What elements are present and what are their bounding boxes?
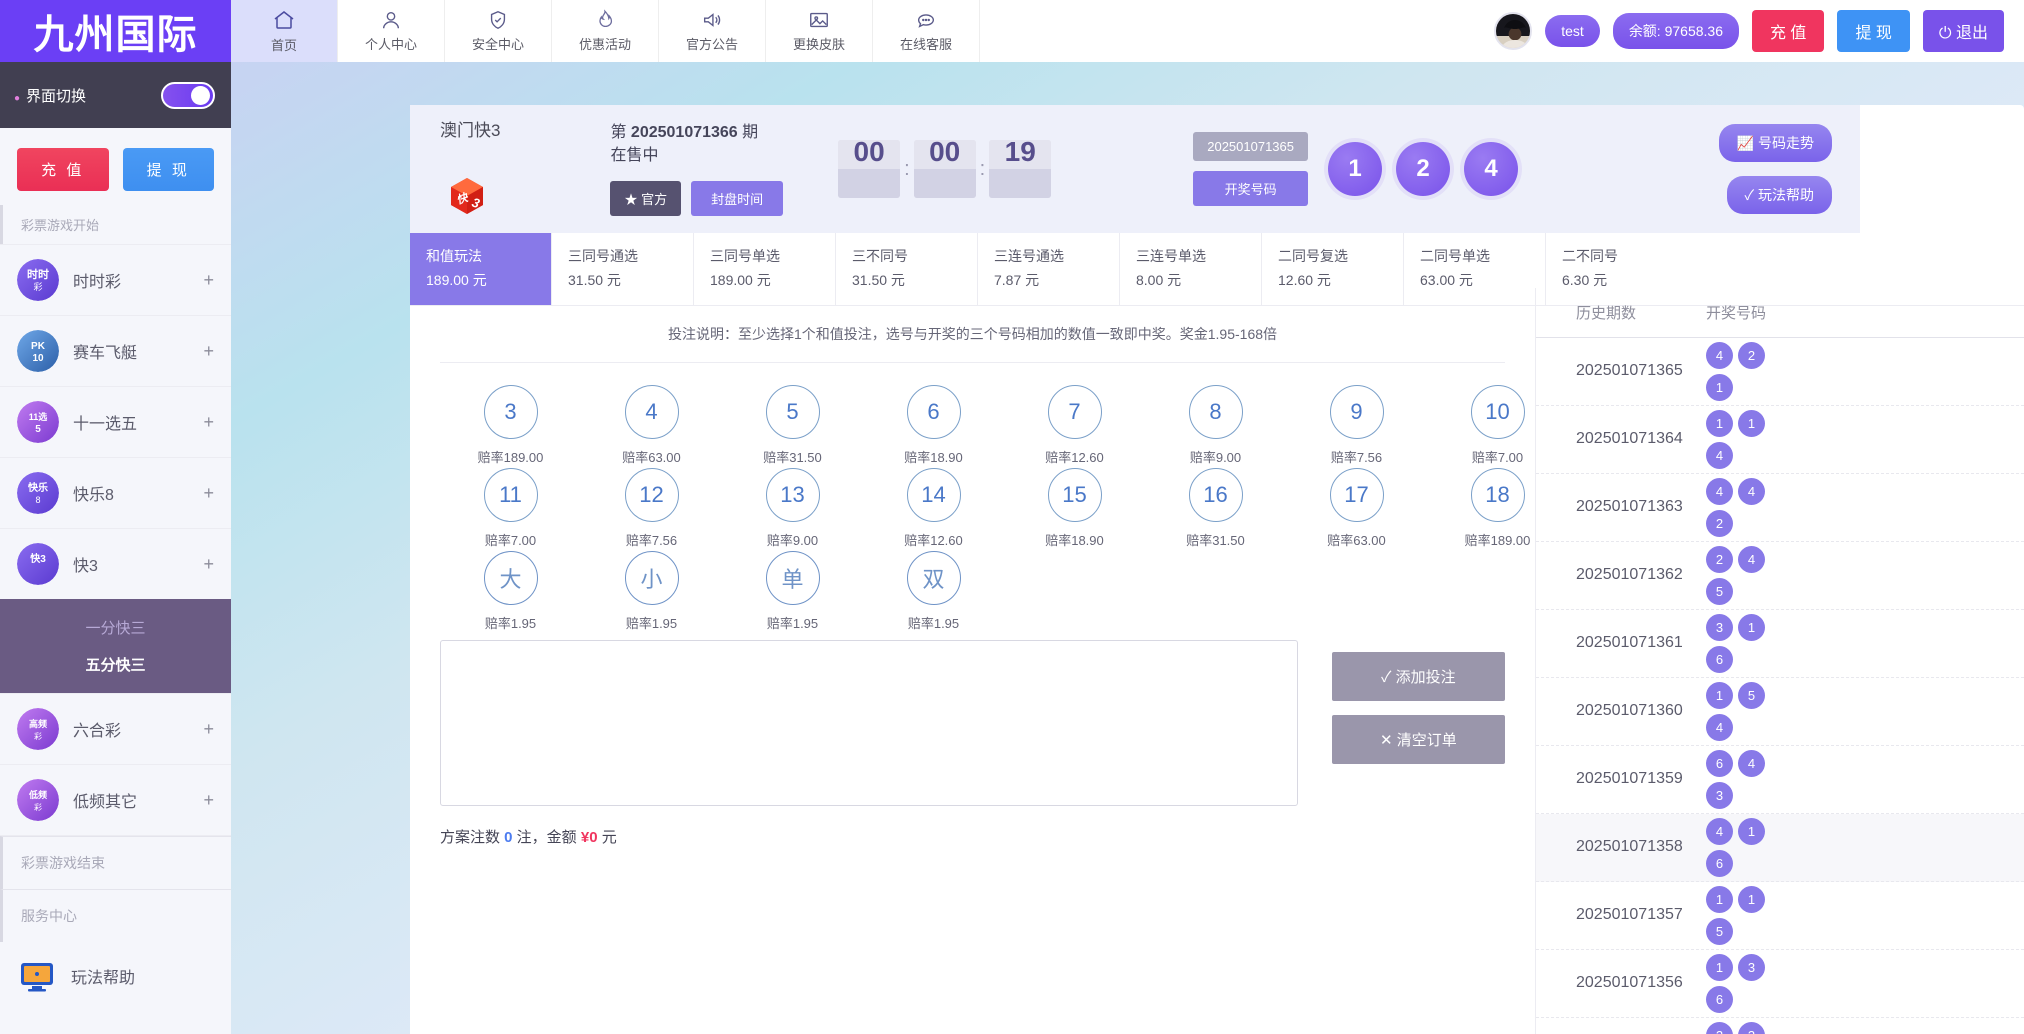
- svg-text:彩: 彩: [34, 802, 42, 812]
- svg-text:快乐: 快乐: [27, 481, 48, 494]
- svg-text:10: 10: [32, 353, 44, 364]
- svg-text:彩: 彩: [34, 731, 42, 741]
- svg-text:低频: 低频: [28, 789, 47, 800]
- svg-text:高频: 高频: [29, 718, 47, 729]
- svg-text:11选: 11选: [29, 411, 48, 422]
- svg-text:彩: 彩: [33, 282, 42, 292]
- svg-text:PK: PK: [31, 341, 46, 352]
- svg-text:快3: 快3: [29, 552, 46, 565]
- svg-text:时时: 时时: [27, 267, 49, 281]
- svg-text:5: 5: [35, 424, 41, 435]
- svg-text:8: 8: [35, 495, 40, 505]
